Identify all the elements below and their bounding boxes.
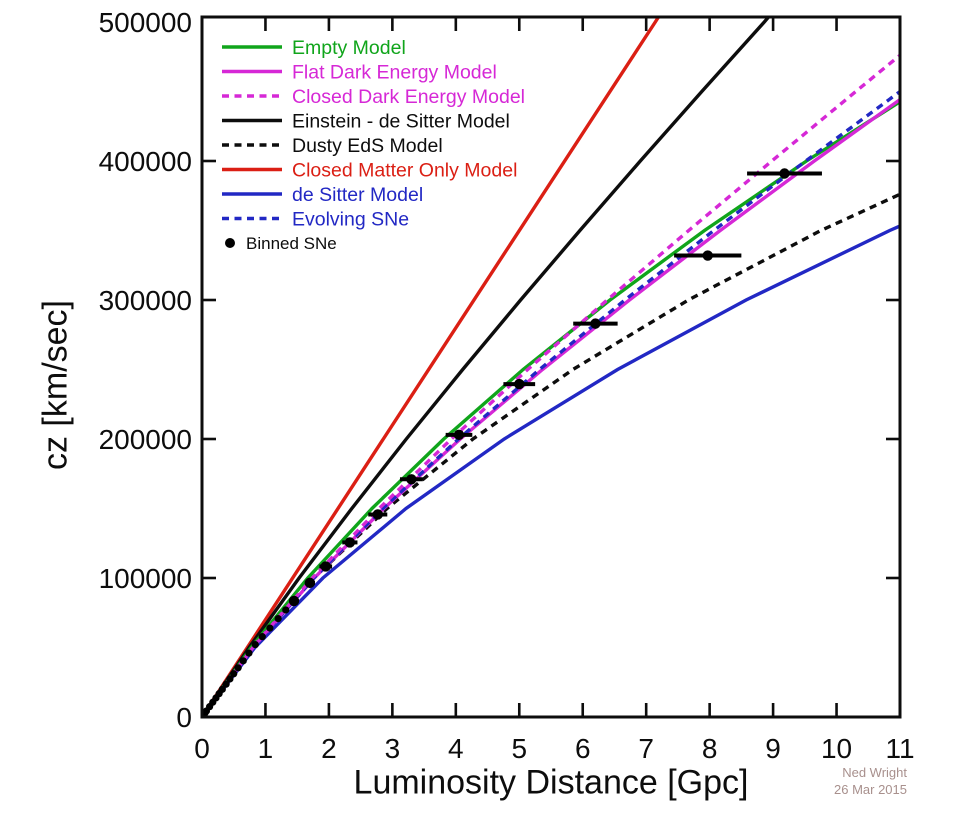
data-point — [282, 606, 290, 614]
legend-swatch-binned-sne — [225, 238, 235, 248]
legend-label-einstein-de-sitter-model: Einstein - de Sitter Model — [292, 111, 510, 133]
data-point — [453, 429, 465, 441]
legend-label-binned-sne: Binned SNe — [246, 234, 337, 253]
x-axis-label: Luminosity Distance [Gpc] — [353, 763, 749, 802]
y-tick-label: 500000 — [99, 7, 192, 38]
x-tick-label: 2 — [321, 733, 337, 764]
data-point — [590, 318, 601, 329]
x-tick-label: 5 — [511, 733, 527, 764]
y-tick-label: 100000 — [99, 563, 192, 594]
y-tick-label: 0 — [176, 702, 192, 733]
x-tick-label: 6 — [575, 733, 591, 764]
data-point — [239, 657, 247, 665]
y-tick-label: 300000 — [99, 285, 192, 316]
credit: Ned Wright 26 Mar 2015 — [834, 765, 907, 799]
data-point — [320, 561, 331, 572]
data-point — [288, 595, 300, 607]
data-point — [251, 640, 259, 649]
legend-label-evolving-sne: Evolving SNe — [292, 209, 409, 231]
legend-label-closed-dark-energy-model: Closed Dark Energy Model — [292, 86, 525, 108]
x-tick-label: 11 — [885, 733, 914, 764]
x-tick-label: 0 — [194, 733, 210, 764]
curve-evolving-sne — [202, 89, 900, 717]
data-point — [406, 474, 417, 485]
data-point — [258, 633, 266, 641]
legend-label-empty-model: Empty Model — [292, 37, 406, 59]
legend-label-de-sitter-model: de Sitter Model — [292, 184, 423, 206]
x-tick-label: 8 — [702, 733, 718, 764]
legend-label-closed-matter-only-model: Closed Matter Only Model — [292, 160, 517, 182]
x-tick-label: 10 — [821, 733, 852, 764]
x-tick-label: 3 — [385, 733, 401, 764]
legend-label-dusty-eds-model: Dusty EdS Model — [292, 135, 443, 157]
data-point — [344, 537, 356, 548]
x-tick-label: 1 — [258, 733, 274, 764]
y-axis-label: cz [km/sec] — [36, 299, 75, 471]
data-point — [702, 250, 713, 261]
curve-de-sitter-model — [202, 224, 900, 717]
x-tick-label: 7 — [638, 733, 654, 764]
data-point — [218, 685, 226, 693]
data-point — [372, 509, 383, 520]
data-point — [274, 614, 282, 623]
data-point — [266, 624, 274, 632]
data-point — [514, 378, 525, 390]
curve-einstein-de-sitter-model — [202, 17, 771, 717]
data-point — [245, 649, 253, 657]
credit-author: Ned Wright — [842, 765, 907, 780]
y-tick-label: 400000 — [99, 146, 192, 177]
credit-date: 26 Mar 2015 — [834, 781, 907, 797]
data-point — [226, 675, 234, 683]
y-tick-label: 200000 — [99, 424, 192, 455]
data-point — [230, 670, 238, 678]
data-point — [222, 680, 230, 688]
curve-closed-dark-energy-model — [202, 53, 900, 717]
data-point — [304, 577, 316, 589]
data-point — [779, 168, 790, 179]
x-tick-label: 4 — [448, 733, 464, 764]
data-point — [234, 664, 242, 672]
plot-frame — [200, 15, 902, 719]
legend-label-flat-dark-energy-model: Flat Dark Energy Model — [292, 62, 497, 84]
x-tick-label: 9 — [765, 733, 781, 764]
